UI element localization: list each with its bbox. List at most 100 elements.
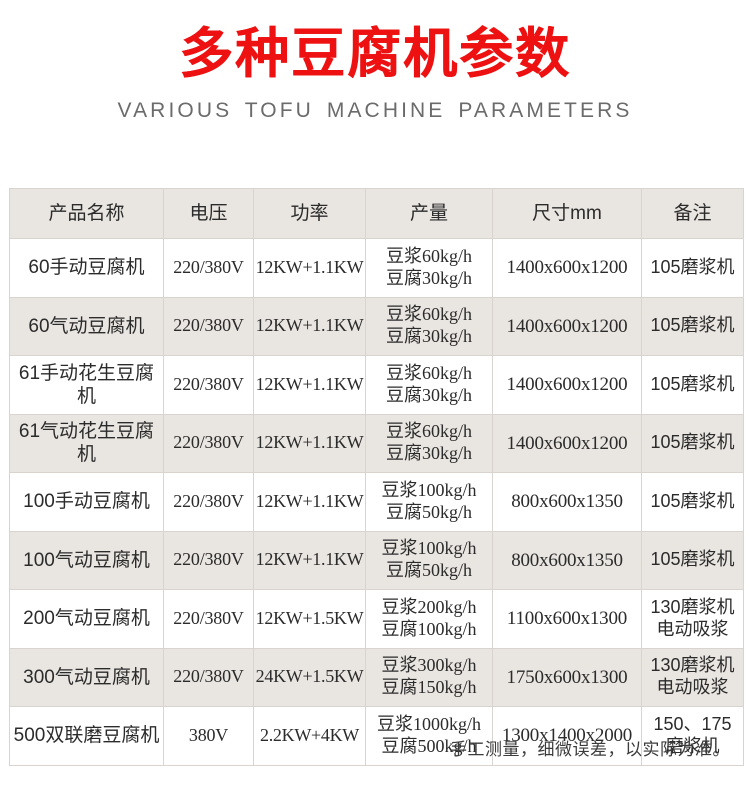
cell-remarks-line-1: 105磨浆机 (650, 315, 735, 336)
table-row: 300气动豆腐机 220/380V 24KW+1.5KW 豆浆300kg/h 豆腐150… (9, 647, 744, 707)
cell-dimensions: 1400x600x1200 (492, 413, 642, 473)
column-header-product-name: 产品名称 (9, 188, 164, 239)
cell-output: 豆浆100kg/h 豆腐50kg/h (365, 472, 493, 532)
cell-voltage: 220/380V (163, 530, 254, 590)
cell-dimensions: 1400x600x1200 (492, 355, 642, 415)
cell-remarks-line-1: 150、175 (653, 713, 732, 734)
table-header-row: 产品名称 电压 功率 产量 尺寸mm 备注 (9, 188, 744, 239)
cell-product-name: 61气动花生豆腐机 (9, 413, 164, 473)
table-row: 200气动豆腐机 220/380V 12KW+1.5KW 豆浆200kg/h 豆腐100… (9, 589, 744, 649)
cell-dimensions: 1300x1400x2000 (492, 706, 642, 766)
table-row: 500双联磨豆腐机 380V 2.2KW+4KW 豆浆1000kg/h 豆腐500kg/… (9, 706, 744, 766)
cell-power: 2.2KW+4KW (253, 706, 366, 766)
cell-voltage: 220/380V (163, 589, 254, 649)
cell-remarks-line-1: 130磨浆机 (650, 596, 735, 617)
cell-power: 12KW+1.5KW (253, 589, 366, 649)
table-row: 100手动豆腐机 220/380V 12KW+1.1KW 豆浆100kg/h 豆腐50k… (9, 472, 744, 532)
cell-voltage: 220/380V (163, 355, 254, 415)
cell-product-name: 60手动豆腐机 (9, 238, 164, 298)
cell-voltage: 220/380V (163, 413, 254, 473)
spec-table: 产品名称 电压 功率 产量 尺寸mm 备注 60手动豆腐机 220/380V 12K… (9, 188, 744, 766)
cell-remarks: 150、175 磨浆机 (641, 706, 744, 766)
cell-voltage: 220/380V (163, 296, 254, 356)
cell-dimensions: 1400x600x1200 (492, 296, 642, 356)
column-header-remarks: 备注 (641, 188, 744, 239)
cell-remarks-line-1: 105磨浆机 (650, 432, 735, 453)
cell-voltage: 220/380V (163, 647, 254, 707)
cell-output-line-2: 豆腐30kg/h (385, 443, 472, 464)
cell-dimensions: 1400x600x1200 (492, 238, 642, 298)
cell-dimensions: 800x600x1350 (492, 472, 642, 532)
cell-output-line-1: 豆浆60kg/h (385, 304, 472, 325)
cell-product-name: 100气动豆腐机 (9, 530, 164, 590)
table-header: 产品名称 电压 功率 产量 尺寸mm 备注 (9, 188, 744, 239)
cell-product-name: 61手动花生豆腐机 (9, 355, 164, 415)
table-body: 60手动豆腐机 220/380V 12KW+1.1KW 豆浆60kg/h 豆腐30kg/… (9, 238, 744, 766)
cell-dimensions: 800x600x1350 (492, 530, 642, 590)
cell-output-line-1: 豆浆100kg/h (381, 479, 477, 500)
cell-remarks-line-1: 105磨浆机 (650, 373, 735, 394)
cell-power: 12KW+1.1KW (253, 413, 366, 473)
cell-output-line-2: 豆腐100kg/h (381, 618, 477, 639)
cell-voltage: 220/380V (163, 238, 254, 298)
cell-output: 豆浆1000kg/h 豆腐500kg/h (365, 706, 493, 766)
table-row: 60气动豆腐机 220/380V 12KW+1.1KW 豆浆60kg/h 豆腐30kg/… (9, 296, 744, 356)
cell-remarks-line-2: 电动吸浆 (656, 677, 729, 698)
cell-remarks: 130磨浆机 电动吸浆 (641, 647, 744, 707)
cell-power: 12KW+1.1KW (253, 238, 366, 298)
cell-product-name: 500双联磨豆腐机 (9, 706, 164, 766)
cell-output-line-2: 豆腐150kg/h (381, 677, 477, 698)
cell-remarks-line-1: 105磨浆机 (650, 549, 735, 570)
cell-output-line-1: 豆浆60kg/h (385, 245, 472, 266)
page-title: 多种豆腐机参数 (179, 24, 571, 84)
cell-voltage: 380V (163, 706, 254, 766)
cell-product-name: 300气动豆腐机 (9, 647, 164, 707)
cell-output-line-2: 豆腐500kg/h (381, 735, 477, 756)
cell-output: 豆浆60kg/h 豆腐30kg/h (365, 413, 493, 473)
cell-output: 豆浆60kg/h 豆腐30kg/h (365, 296, 493, 356)
cell-output-line-1: 豆浆200kg/h (381, 596, 477, 617)
cell-remarks: 105磨浆机 (641, 296, 744, 356)
cell-remarks-line-1: 105磨浆机 (650, 256, 735, 277)
spec-table-wrapper: 产品名称 电压 功率 产量 尺寸mm 备注 60手动豆腐机 220/380V 12K… (9, 188, 744, 766)
cell-output-line-1: 豆浆1000kg/h (376, 713, 481, 734)
cell-output-line-2: 豆腐50kg/h (385, 501, 472, 522)
cell-output: 豆浆300kg/h 豆腐150kg/h (365, 647, 493, 707)
column-header-voltage: 电压 (163, 188, 254, 239)
column-header-power: 功率 (253, 188, 366, 239)
cell-remarks: 105磨浆机 (641, 530, 744, 590)
table-row: 61气动花生豆腐机 220/380V 12KW+1.1KW 豆浆60kg/h 豆腐30k… (9, 413, 744, 473)
table-row: 61手动花生豆腐机 220/380V 12KW+1.1KW 豆浆60kg/h 豆腐30k… (9, 355, 744, 415)
table-row: 100气动豆腐机 220/380V 12KW+1.1KW 豆浆100kg/h 豆腐50k… (9, 530, 744, 590)
cell-dimensions: 1100x600x1300 (492, 589, 642, 649)
cell-remarks: 105磨浆机 (641, 413, 744, 473)
cell-output-line-1: 豆浆60kg/h (385, 421, 472, 442)
cell-voltage: 220/380V (163, 472, 254, 532)
cell-output: 豆浆60kg/h 豆腐30kg/h (365, 238, 493, 298)
cell-remarks: 105磨浆机 (641, 472, 744, 532)
cell-remarks: 105磨浆机 (641, 355, 744, 415)
cell-output-line-1: 豆浆300kg/h (381, 655, 477, 676)
cell-power: 12KW+1.1KW (253, 355, 366, 415)
cell-output-line-2: 豆腐30kg/h (385, 326, 472, 347)
cell-power: 12KW+1.1KW (253, 472, 366, 532)
cell-dimensions: 1750x600x1300 (492, 647, 642, 707)
cell-output-line-2: 豆腐50kg/h (385, 560, 472, 581)
table-row: 60手动豆腐机 220/380V 12KW+1.1KW 豆浆60kg/h 豆腐30kg/… (9, 238, 744, 298)
cell-output-line-1: 豆浆60kg/h (385, 362, 472, 383)
cell-remarks: 130磨浆机 电动吸浆 (641, 589, 744, 649)
cell-output: 豆浆100kg/h 豆腐50kg/h (365, 530, 493, 590)
cell-output: 豆浆60kg/h 豆腐30kg/h (365, 355, 493, 415)
cell-output-line-1: 豆浆100kg/h (381, 538, 477, 559)
cell-remarks-line-2: 磨浆机 (665, 735, 720, 756)
cell-remarks-line-2: 电动吸浆 (656, 618, 729, 639)
measurement-disclaimer: 手工测量，细微误差，以实际为准。 (450, 740, 730, 759)
cell-output-line-2: 豆腐30kg/h (385, 267, 472, 288)
cell-output-line-2: 豆腐30kg/h (385, 384, 472, 405)
column-header-dimensions: 尺寸mm (492, 188, 642, 239)
cell-product-name: 60气动豆腐机 (9, 296, 164, 356)
cell-product-name: 100手动豆腐机 (9, 472, 164, 532)
cell-power: 12KW+1.1KW (253, 296, 366, 356)
cell-remarks-line-1: 105磨浆机 (650, 490, 735, 511)
cell-remarks: 105磨浆机 (641, 238, 744, 298)
